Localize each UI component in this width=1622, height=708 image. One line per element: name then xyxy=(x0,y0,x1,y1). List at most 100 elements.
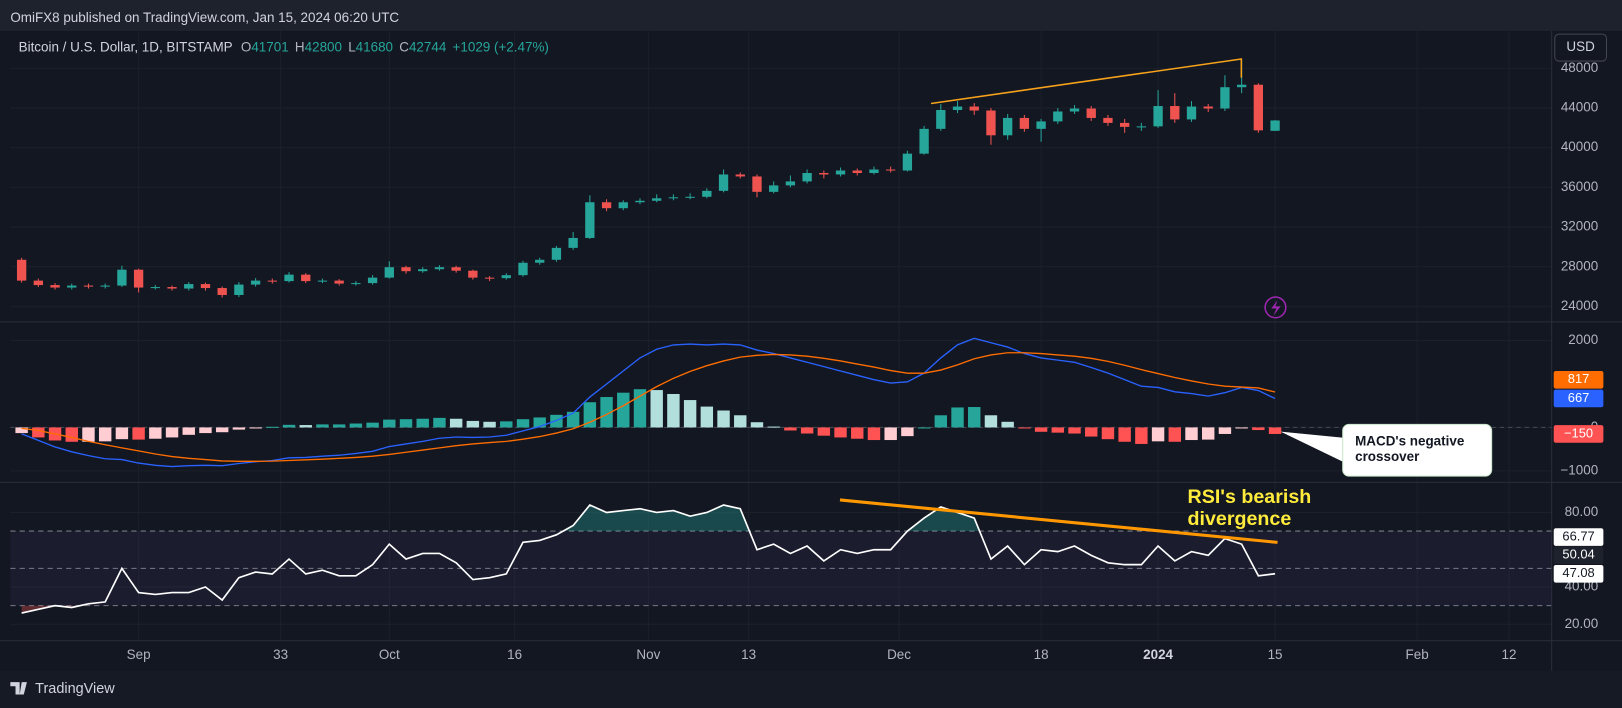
candle-body xyxy=(1053,111,1063,122)
candle-body xyxy=(835,170,846,175)
histogram-bar xyxy=(115,427,129,440)
event-icon-bolt xyxy=(1271,300,1281,316)
y-tick-label: 80.00 xyxy=(1565,504,1599,519)
signal-last-value-box xyxy=(1553,371,1604,389)
candle-body xyxy=(919,128,929,154)
candle-body xyxy=(301,274,311,282)
event-icon[interactable] xyxy=(1264,296,1287,319)
candle-body xyxy=(200,284,211,289)
histogram-bar xyxy=(1235,427,1248,429)
histogram-bar xyxy=(683,400,697,428)
histogram-bar xyxy=(566,411,580,428)
histogram-bar xyxy=(165,427,179,438)
ohlc-value: 41680 xyxy=(356,39,393,54)
rsi-band-fill xyxy=(10,531,1552,606)
histogram-bar xyxy=(1168,427,1181,442)
footer-bar xyxy=(0,670,1622,708)
rsi-marker-value-box xyxy=(1553,546,1604,564)
rsi-trend-line xyxy=(839,498,1278,544)
histogram-bar xyxy=(232,427,246,430)
candle-body xyxy=(434,267,445,270)
histogram-bar xyxy=(1252,427,1265,431)
candle-body xyxy=(1069,108,1080,112)
histogram-bar xyxy=(82,427,95,442)
x-tick-label: Oct xyxy=(379,647,400,662)
candle-body xyxy=(652,198,662,201)
histogram-bar xyxy=(1202,427,1215,440)
histogram-bar xyxy=(700,406,714,428)
histogram-bar xyxy=(399,419,413,428)
candle-body xyxy=(618,202,628,209)
candle-body xyxy=(1036,121,1046,129)
histogram-bar xyxy=(750,422,764,428)
candle-body xyxy=(902,153,913,171)
candle-body xyxy=(585,202,595,238)
y-tick-label: 2000 xyxy=(1568,332,1598,347)
x-tick-label: 18 xyxy=(1034,647,1049,662)
candle-body xyxy=(401,267,411,272)
x-tick-label: Sep xyxy=(127,647,151,662)
histogram-bar xyxy=(466,420,480,428)
histogram-bar xyxy=(1118,427,1131,442)
candle-body xyxy=(702,190,712,197)
candle-body xyxy=(886,169,896,171)
candle-body xyxy=(1236,84,1247,88)
candle-body xyxy=(484,277,495,279)
macd-last-value: 667 xyxy=(1568,390,1590,405)
candle-body xyxy=(133,269,144,288)
y-tick-label: 36000 xyxy=(1561,179,1598,194)
ohlc-label: O xyxy=(241,39,251,54)
brand: TradingView xyxy=(35,681,115,697)
oversold-fill xyxy=(21,605,81,614)
rsi-marker-value: 50.04 xyxy=(1562,547,1594,562)
histogram-bar xyxy=(884,427,897,441)
candle-body xyxy=(986,110,996,136)
candle-body xyxy=(819,172,829,175)
histogram-bar xyxy=(1101,427,1115,440)
currency-button[interactable] xyxy=(1554,33,1608,62)
candle-body xyxy=(351,283,361,285)
histogram-bar xyxy=(266,426,279,428)
x-tick-label: Feb xyxy=(1406,647,1429,662)
candle-body xyxy=(234,284,244,295)
candle-body xyxy=(936,110,946,129)
histogram-bar xyxy=(951,407,964,428)
macd-annotation: crossover xyxy=(1355,449,1420,464)
candle-body xyxy=(718,174,729,191)
histogram-bar xyxy=(934,415,948,428)
pane-borders xyxy=(0,31,1622,671)
histogram-bar xyxy=(199,427,212,434)
candle-body xyxy=(1170,106,1180,120)
histogram-bar xyxy=(650,390,663,428)
x-tick-label: Dec xyxy=(887,647,911,662)
candle-body xyxy=(752,176,762,192)
histogram-bar xyxy=(600,397,613,428)
histogram-bar xyxy=(734,415,747,428)
rsi-last-value-box xyxy=(1553,564,1604,583)
histogram-bar xyxy=(851,427,864,439)
x-tick-label: 33 xyxy=(273,647,288,662)
histogram-bar xyxy=(483,421,496,428)
symbol-info: Bitcoin / U.S. Dollar, 1D, BITSTAMP O4170… xyxy=(19,39,549,54)
macd-annotation: MACD's negative xyxy=(1355,434,1465,449)
candle-body xyxy=(1203,106,1213,109)
histogram-bar xyxy=(332,424,346,428)
histogram-bar xyxy=(149,427,162,439)
candle-body xyxy=(685,196,695,198)
x-tick-label: Nov xyxy=(636,647,660,662)
candle-body xyxy=(551,247,562,260)
ohlc-label: H xyxy=(295,39,305,54)
y-tick-label: 40000 xyxy=(1561,139,1598,154)
histogram-bar xyxy=(667,393,680,428)
currency[interactable]: USD xyxy=(1566,39,1595,54)
chart-area xyxy=(0,31,1622,671)
price-trend-line xyxy=(930,58,1243,105)
candle-body xyxy=(869,169,879,173)
signal-last-value: 817 xyxy=(1568,371,1590,386)
ohlc-value: 42800 xyxy=(305,39,342,54)
macd-line xyxy=(21,337,1276,468)
callout-box xyxy=(1342,423,1493,477)
histogram-bar xyxy=(249,427,262,429)
histogram-bar xyxy=(917,427,931,429)
